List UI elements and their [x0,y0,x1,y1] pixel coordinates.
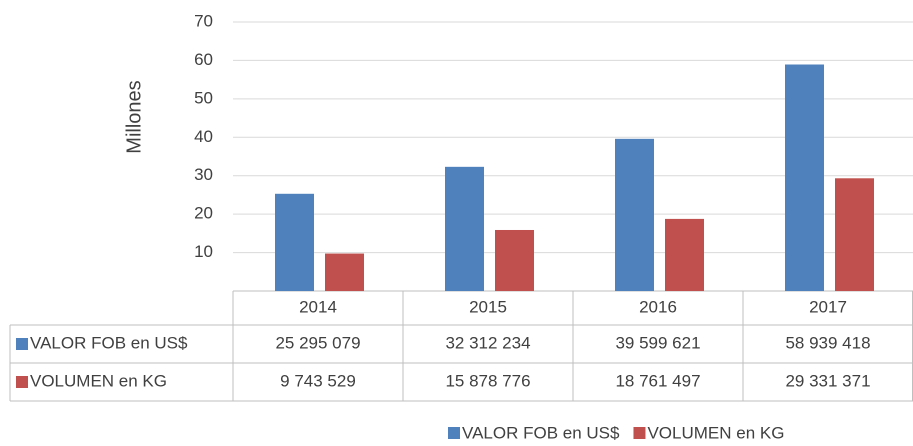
y-tick-label: 40 [194,127,213,146]
bar [615,138,654,291]
bar [325,253,364,291]
y-tick-label: 60 [194,50,213,69]
y-tick-label: 20 [194,204,213,223]
legend-label: VOLUMEN en KG [647,423,784,442]
table-value: 18 761 497 [615,371,700,390]
y-axis-label: Millones [123,80,145,153]
table-value: 9 743 529 [280,371,356,390]
bar [495,229,534,291]
x-tick-label: 2017 [809,297,847,316]
legend-key [633,427,646,439]
y-tick-label: 30 [194,165,213,184]
legend-key [448,427,460,439]
table-value: 15 878 776 [445,371,530,390]
bar [445,166,484,291]
table-value: 32 312 234 [445,333,530,352]
table-legend-key [16,338,28,350]
x-tick-label: 2014 [299,297,337,316]
bar [665,218,704,291]
table-value: 58 939 418 [785,333,870,352]
table-value: 29 331 371 [785,371,870,390]
bar [275,193,314,291]
table-series-name: VALOR FOB en US$ [30,333,188,352]
y-tick-label: 70 [194,11,213,30]
x-tick-label: 2015 [469,297,507,316]
y-tick-label: 10 [194,242,213,261]
table-value: 39 599 621 [615,333,700,352]
bar [835,178,874,291]
table-value: 25 295 079 [275,333,360,352]
legend-label: VALOR FOB en US$ [462,423,620,442]
table-series-name: VOLUMEN en KG [30,371,167,390]
bar [785,64,824,291]
y-tick-label: 50 [194,88,213,107]
table-legend-key [16,376,28,388]
x-tick-label: 2016 [639,297,677,316]
